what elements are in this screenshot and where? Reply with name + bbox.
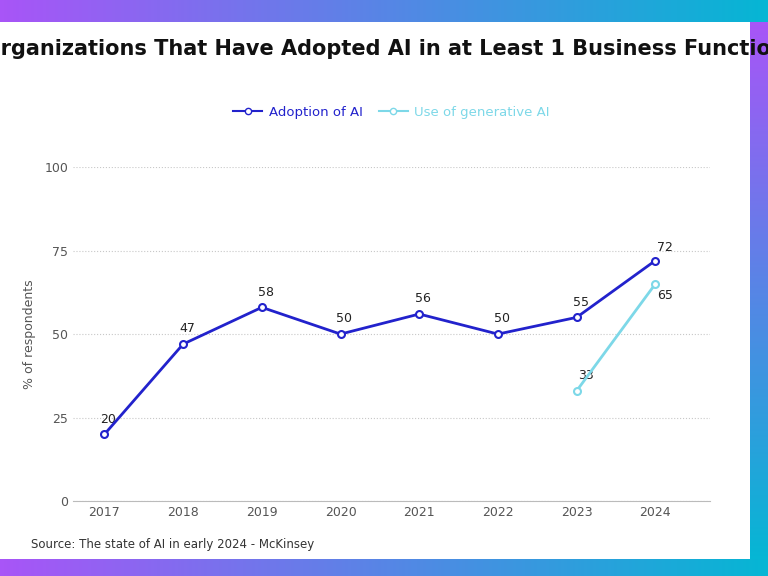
Text: Source: The state of AI in early 2024 - McKinsey: Source: The state of AI in early 2024 - … xyxy=(31,538,314,551)
Y-axis label: % of respondents: % of respondents xyxy=(23,279,36,389)
Text: 47: 47 xyxy=(179,323,195,335)
Legend: Adoption of AI, Use of generative AI: Adoption of AI, Use of generative AI xyxy=(228,100,555,124)
Text: 65: 65 xyxy=(657,289,673,302)
Text: 56: 56 xyxy=(415,293,431,305)
Text: Organizations That Have Adopted AI in at Least 1 Business Function: Organizations That Have Adopted AI in at… xyxy=(0,39,768,59)
Text: 72: 72 xyxy=(657,241,673,253)
Text: 50: 50 xyxy=(494,312,510,325)
Text: 55: 55 xyxy=(573,295,588,309)
Text: 20: 20 xyxy=(101,412,116,426)
Text: 33: 33 xyxy=(578,369,594,382)
Text: 50: 50 xyxy=(336,312,353,325)
Text: 58: 58 xyxy=(258,286,273,299)
